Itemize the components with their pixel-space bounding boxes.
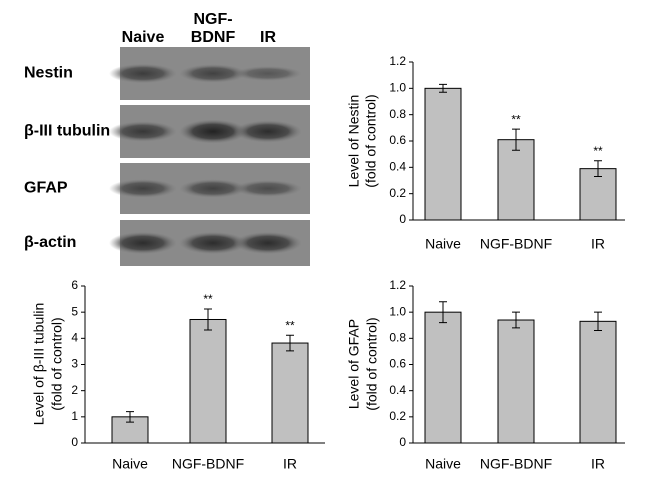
x-tick-label: IR (591, 236, 605, 252)
y-tick-label: 2 (71, 383, 78, 397)
bar (497, 139, 535, 221)
y-axis-label: Level of Nestin (346, 95, 362, 188)
y-tick-label: 0.4 (389, 160, 406, 174)
blot-band (109, 231, 177, 255)
blot-band (109, 179, 177, 198)
x-tick-label: NGF-BDNF (480, 456, 552, 472)
x-tick-label: IR (591, 456, 605, 472)
blot-row-label: GFAP (24, 180, 68, 197)
blot-column-label: Naive (122, 29, 165, 46)
error-bar (594, 311, 602, 331)
y-tick-label: 0.8 (389, 331, 406, 345)
y-tick-label: 0.8 (389, 107, 406, 121)
blot-band (234, 180, 302, 197)
y-tick-label: 0.2 (389, 186, 406, 200)
blot-band (234, 231, 302, 255)
error-bar (439, 301, 447, 324)
x-tick-label: Naive (112, 456, 148, 472)
y-axis-label: (fold of control) (363, 94, 379, 187)
bar (424, 87, 462, 221)
blot-column-label: NGF- (193, 11, 232, 28)
significance-label: ** (593, 144, 603, 158)
bar (497, 319, 535, 444)
y-tick-label: 5 (71, 304, 78, 318)
y-tick-label: 0 (71, 435, 78, 449)
bar (424, 311, 462, 444)
blot-column-label: BDNF (191, 29, 236, 46)
blot-band (179, 231, 247, 255)
error-bar (204, 308, 212, 331)
significance-label: ** (511, 112, 521, 126)
blot-row-label: β-actin (24, 234, 76, 251)
error-bar (286, 334, 294, 352)
y-tick-label: 6 (71, 278, 78, 292)
y-tick-label: 0.6 (389, 357, 406, 371)
y-tick-label: 0 (399, 212, 406, 226)
blot-column-label: IR (260, 29, 276, 46)
y-tick-label: 1.0 (389, 304, 406, 318)
significance-label: ** (203, 292, 213, 306)
x-tick-label: NGF-BDNF (172, 456, 244, 472)
blot-band (234, 66, 302, 81)
y-tick-label: 3 (71, 357, 78, 371)
x-tick-label: NGF-BDNF (480, 236, 552, 252)
y-axis-label: Level of GFAP (346, 319, 362, 409)
y-axis-label: Level of β-III tubulin (31, 303, 47, 425)
blot-band (179, 64, 247, 83)
y-tick-label: 0 (399, 435, 406, 449)
y-tick-label: 0.4 (389, 383, 406, 397)
y-axis-label: (fold of control) (364, 317, 380, 410)
y-tick-label: 1 (71, 409, 78, 423)
blot-band (109, 121, 177, 142)
y-tick-label: 1.2 (389, 54, 406, 68)
x-tick-label: IR (283, 456, 297, 472)
y-axis-label: (fold of control) (49, 317, 65, 410)
bar (271, 342, 309, 444)
error-bar (594, 160, 602, 178)
blot-band (179, 179, 247, 198)
blot-band (109, 63, 177, 84)
bar (189, 318, 227, 444)
bar (579, 320, 617, 444)
significance-label: ** (285, 318, 295, 332)
y-tick-label: 4 (71, 331, 78, 345)
x-tick-label: Naive (425, 236, 461, 252)
blot-band (234, 120, 302, 143)
error-bar (126, 411, 134, 423)
y-tick-label: 1.2 (389, 278, 406, 292)
y-tick-label: 1.0 (389, 81, 406, 95)
y-tick-label: 0.6 (389, 133, 406, 147)
y-tick-label: 0.2 (389, 409, 406, 423)
x-tick-label: Naive (425, 456, 461, 472)
blot-row-label: β-III tubulin (24, 123, 110, 140)
error-bar (512, 128, 520, 151)
blot-band (179, 119, 247, 144)
error-bar (439, 83, 447, 93)
blot-row-label: Nestin (24, 65, 73, 82)
error-bar (512, 311, 520, 329)
